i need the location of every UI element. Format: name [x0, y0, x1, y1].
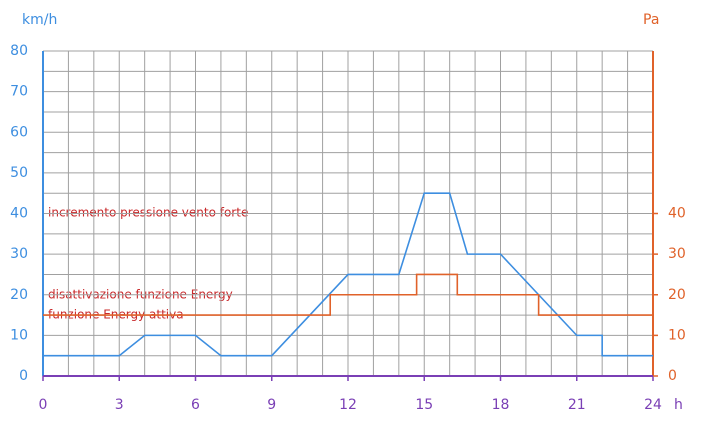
y2-tick-label: 10 [668, 327, 686, 343]
x-axis-label: h [674, 397, 683, 413]
y-tick-label: 60 [10, 124, 28, 140]
x-tick-label: 3 [115, 397, 124, 413]
y-axis-label: km/h [22, 12, 57, 28]
y-tick-label: 20 [10, 287, 28, 303]
x-tick-label: 15 [415, 397, 433, 413]
y-tick-label: 10 [10, 327, 28, 343]
x-tick-label: 24 [644, 397, 662, 413]
x-tick-label: 21 [568, 397, 586, 413]
y-tick-label: 70 [10, 84, 28, 100]
y-tick-label: 50 [10, 165, 28, 181]
series-line [43, 192, 653, 357]
x-tick-label: 12 [339, 397, 357, 413]
series-line [43, 273, 653, 316]
y2-tick-label: 0 [668, 368, 677, 384]
y-tick-label: 30 [10, 246, 28, 262]
annotation: incremento pressione vento forte [48, 206, 248, 220]
y2-tick-label: 30 [668, 246, 686, 262]
x-tick-label: 6 [191, 397, 200, 413]
y-tick-label: 80 [10, 43, 28, 59]
x-tick-label: 18 [492, 397, 510, 413]
x-tick-label: 0 [39, 397, 48, 413]
y2-tick-label: 20 [668, 287, 686, 303]
y2-axis-label: Pa [643, 12, 659, 28]
x-tick-label: 9 [267, 397, 276, 413]
y-tick-label: 40 [10, 206, 28, 222]
y-tick-label: 0 [19, 368, 28, 384]
y2-tick-label: 40 [668, 206, 686, 222]
